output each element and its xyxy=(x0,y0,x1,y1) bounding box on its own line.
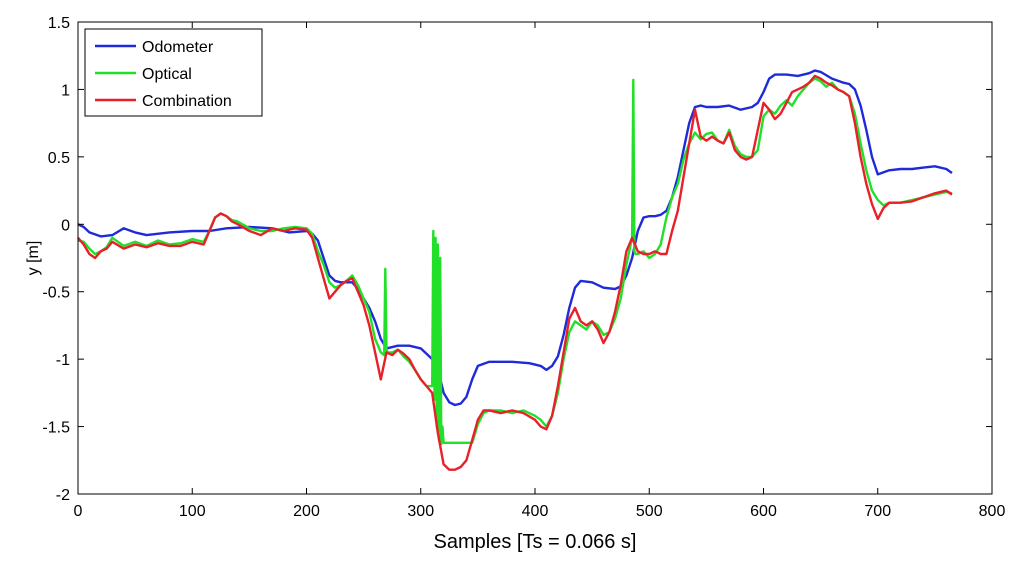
x-tick-label: 100 xyxy=(179,503,206,520)
y-tick-label: 1.5 xyxy=(48,15,70,32)
y-axis-title: y [m] xyxy=(25,241,42,276)
y-tick-label: -2 xyxy=(56,487,70,504)
legend-label-odometer: Odometer xyxy=(142,39,214,56)
tick-layer: 0 100 200 300 400 500 600 700 800 -2 -1.5 -1 -0.5 0 0.… xyxy=(42,15,1005,520)
x-tick-label: 700 xyxy=(864,503,891,520)
y-tick-label: -1.5 xyxy=(42,420,70,437)
x-tick-label: 500 xyxy=(636,503,663,520)
x-axis-title: Samples [Ts = 0.066 s] xyxy=(434,531,637,553)
x-tick-label: 800 xyxy=(979,503,1006,520)
y-tick-label: 0.5 xyxy=(48,150,70,167)
x-tick-label: 0 xyxy=(74,503,83,520)
x-tick-label: 300 xyxy=(407,503,434,520)
series-line-odometer xyxy=(77,69,953,407)
series-line-combination xyxy=(77,74,953,471)
x-tick-label: 600 xyxy=(750,503,777,520)
legend: Odometer Optical Combination xyxy=(84,28,263,117)
y-tick-label: 0 xyxy=(61,217,70,234)
legend-label-combination: Combination xyxy=(142,93,232,110)
legend-label-optical: Optical xyxy=(142,66,192,83)
series-layer xyxy=(77,69,953,471)
x-tick-label: 200 xyxy=(293,503,320,520)
y-tick-label: -0.5 xyxy=(42,285,70,302)
y-tick-label: -1 xyxy=(56,352,70,369)
x-tick-label: 400 xyxy=(522,503,549,520)
y-tick-label: 1 xyxy=(61,82,70,99)
